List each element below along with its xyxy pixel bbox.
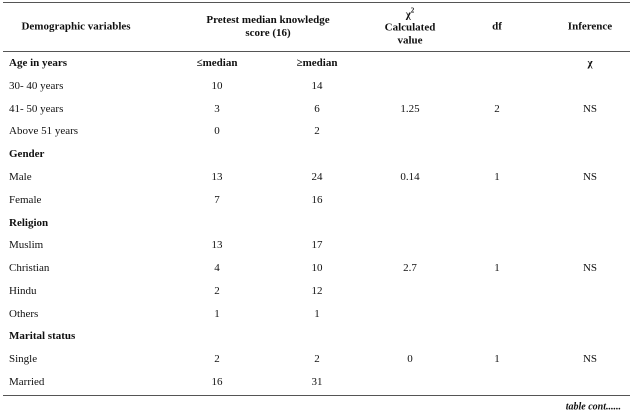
cell-value: 14 — [311, 79, 323, 92]
row-label: Hindu — [9, 284, 37, 297]
df-value: 1 — [494, 170, 500, 183]
inference-value: NS — [582, 262, 598, 275]
cell-value: 2 — [214, 353, 220, 366]
cell-value: 2 — [314, 125, 320, 138]
cell-value: 1 — [314, 307, 320, 320]
cell-value: 13 — [211, 170, 223, 183]
inference-value: NS — [582, 102, 598, 115]
header-variables: Demographic variables — [21, 20, 131, 33]
cell-value: 16 — [311, 193, 323, 206]
df-value: 2 — [494, 102, 500, 115]
inference-header: χ — [587, 57, 593, 69]
cell-value: 3 — [214, 102, 220, 115]
cell-value: 2 — [314, 353, 320, 366]
cell-value: 1 — [214, 307, 220, 320]
cell-value: 12 — [311, 284, 323, 297]
chi-label: Calculated value — [384, 21, 436, 47]
footer-note: table cont...... — [565, 401, 621, 413]
chi-power: 2 — [410, 6, 415, 15]
header-rule — [3, 51, 630, 52]
chi-value: 0 — [407, 353, 413, 366]
row-label: Female — [9, 193, 42, 206]
cell-value: 17 — [311, 239, 323, 252]
bottom-rule — [3, 395, 630, 396]
header-score: Pretest median knowledge score (16) — [206, 14, 330, 39]
sub-header: ≤median — [196, 57, 238, 69]
header-df: df — [492, 20, 502, 33]
row-label: Christian — [9, 262, 50, 275]
header-inference: Inference — [567, 20, 613, 33]
row-label: Married — [9, 376, 45, 389]
row-label: Others — [9, 307, 39, 320]
cell-value: 2 — [214, 284, 220, 297]
row-label: Male — [9, 170, 32, 183]
chi-symbol: χ — [405, 8, 411, 21]
cell-value: 0 — [214, 125, 220, 138]
row-label: Single — [9, 353, 38, 366]
section-title: Age in years — [9, 57, 68, 69]
cell-value: 16 — [211, 376, 223, 389]
cell-value: 6 — [314, 102, 320, 115]
cell-value: 13 — [211, 239, 223, 252]
cell-value: 10 — [311, 262, 323, 275]
section-title: Gender — [9, 148, 45, 161]
df-value: 1 — [494, 353, 500, 366]
row-label: 41- 50 years — [9, 102, 64, 115]
section-title: Religion — [9, 216, 49, 229]
cell-value: 31 — [311, 376, 323, 389]
header-chi: χ2 Calculated value — [375, 5, 445, 48]
cell-value: 4 — [214, 262, 220, 275]
chi-value: 1.25 — [400, 102, 420, 115]
inference-value: NS — [582, 353, 598, 366]
cell-value: 7 — [214, 193, 220, 206]
cell-value: 24 — [311, 170, 323, 183]
inference-value: NS — [582, 170, 598, 183]
chi-value: 0.14 — [400, 170, 420, 183]
chi-value: 2.7 — [403, 262, 417, 275]
row-label: Muslim — [9, 239, 44, 252]
row-label: 30- 40 years — [9, 79, 64, 92]
df-value: 1 — [494, 262, 500, 275]
section-title: Marital status — [9, 330, 76, 343]
cell-value: 10 — [211, 79, 223, 92]
sub-header: ≥median — [296, 57, 338, 69]
row-label: Above 51 years — [9, 125, 79, 138]
top-rule — [3, 2, 630, 3]
